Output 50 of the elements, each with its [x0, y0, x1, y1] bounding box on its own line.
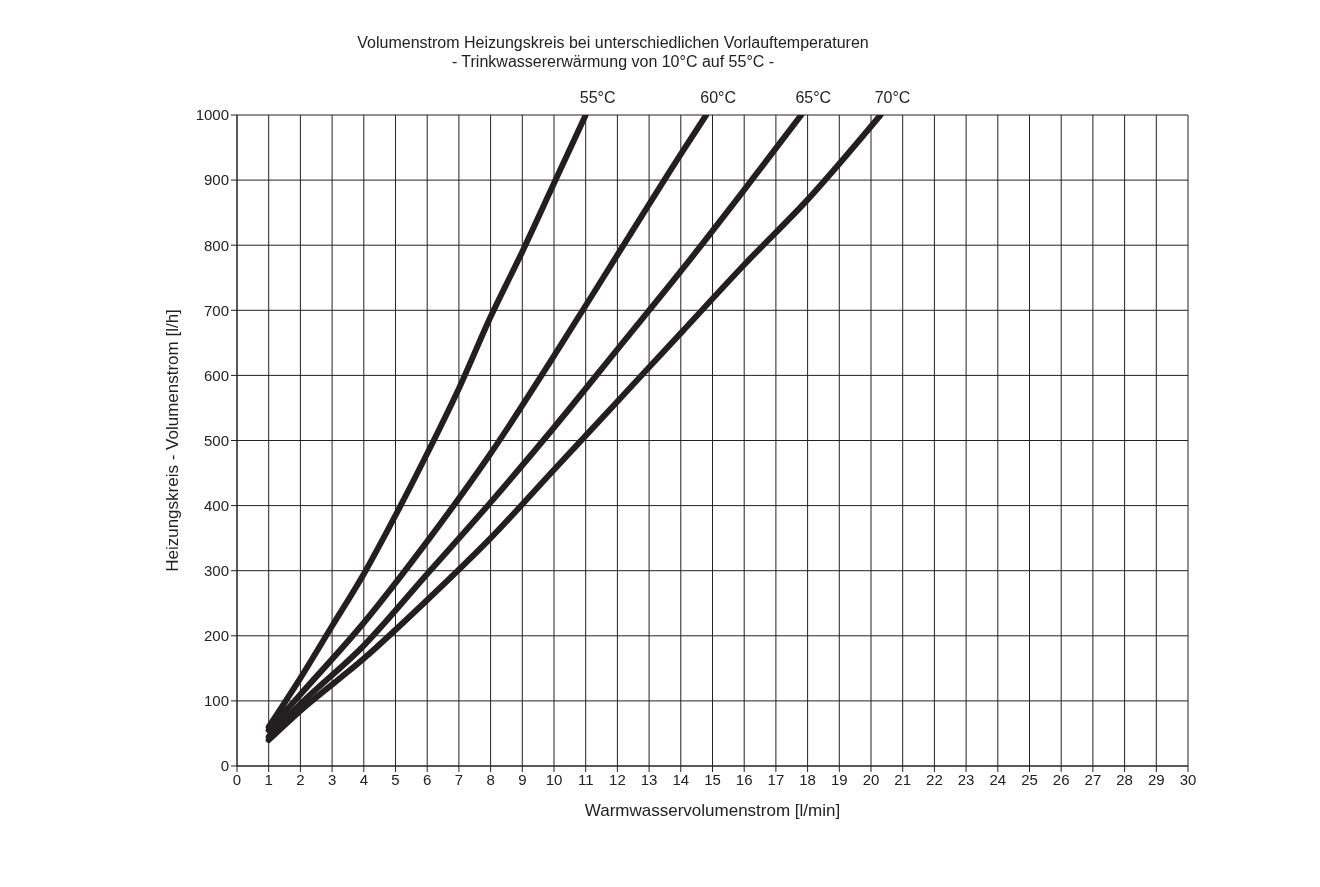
- x-tick-label: 8: [486, 770, 495, 788]
- x-tick-label: 16: [735, 770, 753, 788]
- x-tick-label: 5: [391, 770, 400, 788]
- series-label: 55°C: [579, 89, 616, 106]
- y-tick-label: 500: [203, 431, 229, 449]
- y-axis-title: Heizungskreis - Volumenstrom [l/h]: [163, 309, 183, 572]
- y-tick-label: 700: [203, 301, 229, 319]
- x-tick-label: 19: [830, 770, 848, 788]
- y-tick-label: 100: [203, 692, 229, 710]
- x-tick-label: 11: [577, 770, 594, 788]
- chart-title: Volumenstrom Heizungskreis bei unterschiedlichen Vorlauftemperaturen: [356, 33, 870, 52]
- x-tick-label: 15: [704, 770, 721, 788]
- x-tick-label: 30: [1179, 770, 1197, 788]
- x-tick-label: 1: [264, 770, 273, 788]
- y-tick-label: 1000: [195, 106, 229, 124]
- x-tick-label: 3: [327, 770, 337, 788]
- x-tick-label: 28: [1116, 770, 1133, 788]
- chart-subtitle: - Trinkwassererwärmung von 10°C auf 55°C -: [450, 52, 776, 71]
- x-tick-label: 29: [1147, 770, 1165, 788]
- y-tick-label: 600: [203, 366, 229, 384]
- x-tick-label: 14: [672, 770, 690, 788]
- x-tick-label: 6: [423, 770, 432, 788]
- x-tick-label: 22: [926, 770, 943, 788]
- x-tick-label: 12: [609, 770, 626, 788]
- x-tick-label: 24: [989, 770, 1007, 788]
- series-label: 70°C: [874, 89, 911, 106]
- x-tick-label: 9: [518, 770, 527, 788]
- x-tick-label: 10: [545, 770, 563, 788]
- x-tick-label: 21: [894, 770, 912, 788]
- x-tick-label: 20: [862, 770, 880, 788]
- x-tick-label: 27: [1084, 770, 1102, 788]
- x-tick-label: 13: [640, 770, 658, 788]
- x-tick-label: 26: [1052, 770, 1070, 788]
- x-tick-label: 0: [232, 770, 242, 788]
- x-tick-label: 25: [1021, 770, 1038, 788]
- series-label: 65°C: [795, 89, 832, 106]
- y-tick-label: 800: [203, 236, 229, 254]
- y-tick-label: 0: [220, 757, 229, 775]
- x-tick-label: 17: [767, 770, 785, 788]
- y-tick-label: 900: [203, 171, 229, 189]
- x-tick-label: 4: [359, 770, 368, 788]
- x-tick-label: 2: [296, 770, 305, 788]
- y-tick-label: 300: [203, 562, 229, 580]
- x-axis-title: Warmwasservolumenstrom [l/min]: [584, 801, 841, 820]
- x-tick-label: 18: [799, 770, 816, 788]
- y-tick-label: 400: [203, 496, 229, 514]
- x-tick-label: 23: [957, 770, 975, 788]
- x-tick-label: 7: [454, 770, 464, 788]
- y-tick-label: 200: [203, 627, 229, 645]
- series-label: 60°C: [700, 89, 737, 106]
